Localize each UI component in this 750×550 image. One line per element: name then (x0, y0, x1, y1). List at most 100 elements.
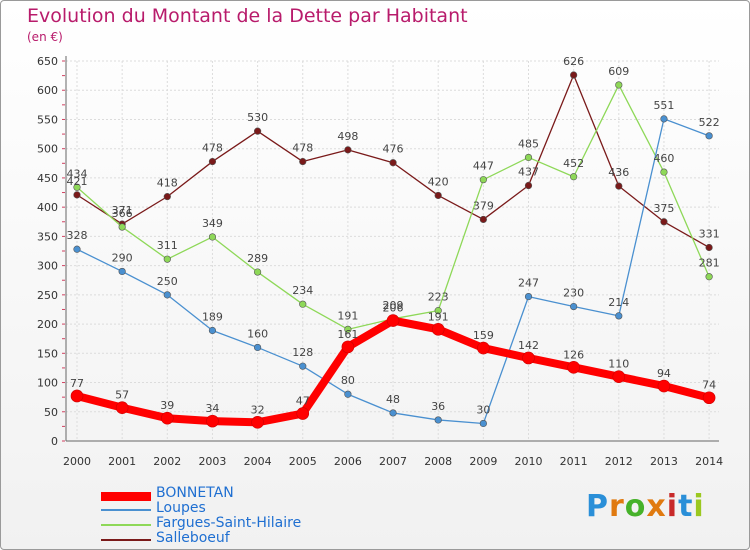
data-point (615, 312, 623, 320)
data-point (524, 181, 533, 190)
data-point (660, 168, 668, 176)
data-label: 36 (431, 400, 445, 413)
data-label: 366 (112, 207, 133, 220)
data-point (163, 193, 171, 201)
data-point (705, 243, 713, 252)
x-tick-label: 2003 (198, 455, 226, 468)
data-label: 30 (476, 403, 490, 416)
data-label: 74 (702, 379, 716, 392)
data-point (254, 127, 262, 135)
data-point (251, 415, 264, 429)
data-label: 191 (337, 309, 358, 322)
data-point (70, 389, 84, 403)
data-label: 47 (296, 395, 310, 408)
data-point (206, 414, 219, 428)
data-label: 498 (337, 130, 358, 143)
data-point (386, 314, 400, 327)
data-point (434, 416, 442, 424)
data-point (341, 340, 355, 354)
x-tick-label: 2009 (469, 455, 497, 468)
data-point (115, 401, 129, 414)
legend-swatch-bonnetan (101, 492, 151, 501)
data-point (570, 71, 578, 79)
y-tick-label: 250 (37, 289, 58, 302)
y-tick-label: 450 (37, 172, 58, 185)
x-tick-label: 2005 (289, 455, 317, 468)
data-label: 522 (699, 116, 720, 129)
logo-letter: i (693, 489, 705, 524)
data-point (73, 183, 81, 191)
data-label: 476 (383, 143, 404, 156)
data-point (389, 409, 397, 417)
data-label: 160 (247, 327, 268, 340)
data-label: 530 (247, 111, 268, 124)
data-point (208, 157, 217, 166)
y-tick-label: 500 (37, 143, 58, 156)
data-point (524, 293, 533, 301)
logo-letter: r (609, 489, 625, 524)
data-label: 434 (67, 167, 88, 180)
data-label: 247 (518, 277, 539, 290)
data-point (73, 191, 81, 199)
data-label: 379 (473, 199, 494, 212)
data-label: 609 (608, 65, 629, 78)
data-point (705, 132, 713, 140)
y-tick-label: 350 (37, 230, 58, 243)
data-label: 437 (518, 166, 539, 179)
data-point (296, 407, 310, 420)
data-point (163, 255, 171, 263)
data-point (434, 307, 442, 315)
y-tick-label: 50 (44, 406, 58, 419)
data-point (299, 362, 307, 370)
x-tick-label: 2000 (63, 455, 91, 468)
data-label: 189 (202, 311, 223, 324)
data-label: 230 (563, 287, 584, 300)
data-point (161, 411, 174, 425)
logo-letter: t (678, 489, 694, 524)
data-label: 57 (115, 389, 129, 402)
data-label: 161 (337, 328, 358, 341)
data-point (118, 267, 126, 276)
legend-swatch-salleboeuf (101, 539, 151, 541)
x-tick-label: 2006 (334, 455, 362, 468)
data-point (344, 325, 352, 333)
data-label: 80 (341, 374, 355, 387)
x-tick-label: 2011 (560, 455, 588, 468)
legend-label-fargues: Fargues-Saint-Hilaire (156, 515, 302, 531)
data-point (477, 341, 490, 355)
data-label: 206 (383, 302, 404, 315)
data-label: 460 (653, 152, 674, 165)
y-tick-label: 600 (37, 84, 58, 97)
data-point (660, 115, 668, 123)
data-point (344, 390, 352, 398)
data-point (434, 191, 442, 200)
data-label: 209 (383, 299, 404, 312)
y-tick-label: 550 (37, 113, 58, 126)
proxiti-logo: Proxiti (586, 489, 705, 524)
x-tick-label: 2014 (695, 455, 723, 468)
data-point (657, 379, 671, 393)
data-label: 436 (608, 166, 629, 179)
logo-letter: o (624, 489, 647, 524)
y-tick-label: 0 (51, 435, 58, 448)
chart-unit: (en €) (27, 30, 63, 44)
data-point (208, 233, 217, 241)
data-label: 478 (292, 142, 313, 155)
data-label: 375 (653, 202, 674, 215)
data-point (612, 370, 626, 383)
y-tick-label: 200 (37, 318, 58, 331)
data-label: 626 (563, 55, 584, 68)
data-point (431, 323, 445, 336)
data-point (299, 300, 307, 308)
data-label: 447 (473, 160, 494, 173)
x-tick-label: 2013 (650, 455, 678, 468)
legend-swatch-loupes (101, 509, 151, 511)
data-label: 142 (518, 339, 539, 352)
data-label: 77 (70, 377, 84, 390)
data-label: 418 (157, 177, 178, 190)
x-tick-label: 2007 (379, 455, 407, 468)
x-tick-label: 2012 (605, 455, 633, 468)
y-tick-label: 300 (37, 260, 58, 273)
